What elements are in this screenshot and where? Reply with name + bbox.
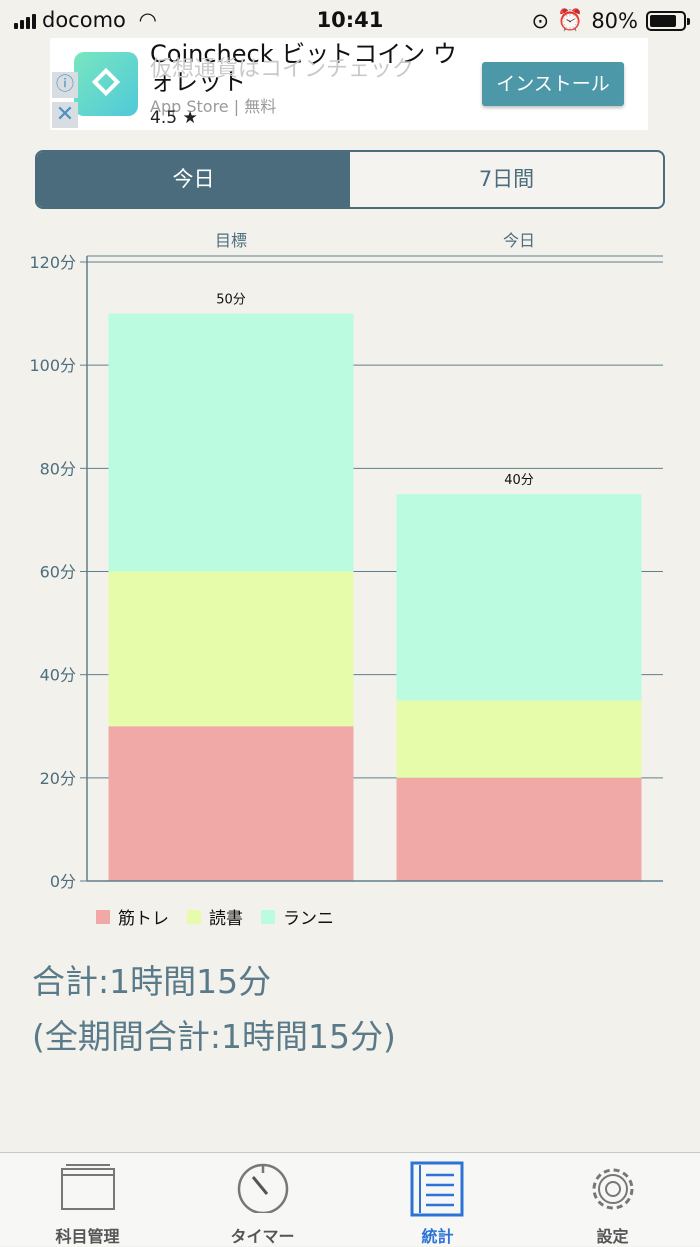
category-label: 今日 bbox=[503, 231, 535, 250]
rotation-lock-icon: ⊙ bbox=[531, 8, 550, 33]
divider: | bbox=[233, 97, 245, 116]
legend-label: ランニ bbox=[283, 909, 334, 929]
star-icon: ★ bbox=[182, 108, 198, 128]
tab-settings[interactable]: 設定 bbox=[525, 1153, 700, 1246]
clock: 10:41 bbox=[316, 8, 384, 32]
category-label: 目標 bbox=[215, 231, 247, 250]
ad-store: App Store | 無料 bbox=[150, 93, 276, 117]
legend-label: 筋トレ bbox=[118, 909, 169, 929]
install-button[interactable]: インストール bbox=[482, 62, 624, 106]
tab-label: 統計 bbox=[421, 1227, 454, 1246]
segment-7days[interactable]: 7日間 bbox=[478, 167, 535, 191]
y-tick-label: 100分 bbox=[29, 356, 76, 375]
segment-today[interactable]: 今日 bbox=[37, 152, 350, 207]
ad-banner[interactable]: ⓘ ✕ Coincheck ビットコイン ウォレット 仮想通貨はコインチェック … bbox=[50, 38, 648, 130]
timer-icon bbox=[237, 1163, 289, 1213]
carrier: docomo ◠ bbox=[14, 8, 157, 32]
signal-icon bbox=[14, 13, 36, 29]
data-label: 50分 bbox=[216, 293, 246, 308]
period-segmented-control[interactable]: 今日 7日間 bbox=[35, 150, 665, 209]
status-right: ⊙ ⏰ 80% bbox=[531, 8, 690, 33]
tab-stats[interactable]: 統計 bbox=[350, 1153, 525, 1246]
document-icon bbox=[410, 1161, 464, 1217]
y-tick-label: 0分 bbox=[50, 872, 76, 891]
bar-segment bbox=[396, 700, 642, 778]
legend-swatch bbox=[96, 909, 110, 924]
bar-segment bbox=[108, 571, 354, 727]
y-tick-label: 80分 bbox=[40, 459, 76, 478]
data-label: 40分 bbox=[504, 473, 534, 488]
tab-subjects[interactable]: 科目管理 bbox=[0, 1153, 175, 1246]
wifi-icon: ◠ bbox=[138, 8, 157, 32]
legend-item: ランニ bbox=[261, 904, 334, 929]
folder-icon bbox=[61, 1164, 115, 1210]
bar-segment bbox=[396, 777, 642, 881]
legend-label: 読書 bbox=[209, 909, 243, 929]
battery-percent: 80% bbox=[591, 8, 638, 33]
legend-item: 筋トレ bbox=[96, 904, 169, 929]
alarm-icon: ⏰ bbox=[557, 8, 584, 32]
bar-segment bbox=[396, 494, 642, 701]
stacked-bar-chart: 0分20分40分60分80分100分120分目標30分30分50分今日20分15… bbox=[29, 231, 663, 891]
store-label: App Store bbox=[150, 97, 229, 116]
legend-item: 読書 bbox=[187, 904, 243, 929]
tab-timer[interactable]: タイマー bbox=[175, 1153, 350, 1246]
all-period-total: (全期間合計:1時間15分) bbox=[32, 1017, 396, 1056]
battery-icon bbox=[646, 10, 690, 31]
carrier-label: docomo bbox=[42, 8, 126, 32]
total-time: 合計:1時間15分 bbox=[32, 962, 272, 1001]
y-tick-label: 40分 bbox=[40, 666, 76, 685]
chart-legend: 筋トレ 読書 ランニ bbox=[96, 904, 334, 929]
y-tick-label: 20分 bbox=[40, 769, 76, 788]
bar-segment bbox=[108, 726, 354, 881]
y-tick-label: 120分 bbox=[29, 253, 76, 272]
bar-segment bbox=[108, 313, 354, 572]
tab-label: 設定 bbox=[596, 1227, 629, 1246]
ad-subtitle: 仮想通貨はコインチェック bbox=[150, 57, 415, 82]
tab-label: タイマー bbox=[230, 1227, 295, 1246]
y-tick-label: 60分 bbox=[40, 563, 76, 582]
status-bar: docomo ◠ 10:41 ⊙ ⏰ 80% bbox=[0, 0, 700, 38]
tab-bar: 科目管理 タイマー 統計 設定 bbox=[0, 1152, 700, 1246]
legend-swatch bbox=[187, 909, 201, 924]
rating-value: 4.5 bbox=[150, 108, 178, 128]
ad-rating: 4.5 ★ bbox=[150, 108, 198, 128]
app-icon[interactable] bbox=[74, 52, 138, 116]
info-icon[interactable]: ⓘ bbox=[52, 72, 78, 98]
legend-swatch bbox=[261, 909, 275, 924]
ad-title[interactable]: Coincheck ビットコイン ウォレット bbox=[150, 40, 457, 96]
close-icon[interactable]: ✕ bbox=[52, 102, 78, 128]
price-label: 無料 bbox=[244, 97, 277, 116]
gear-icon bbox=[592, 1168, 634, 1210]
tab-label: 科目管理 bbox=[55, 1227, 120, 1246]
